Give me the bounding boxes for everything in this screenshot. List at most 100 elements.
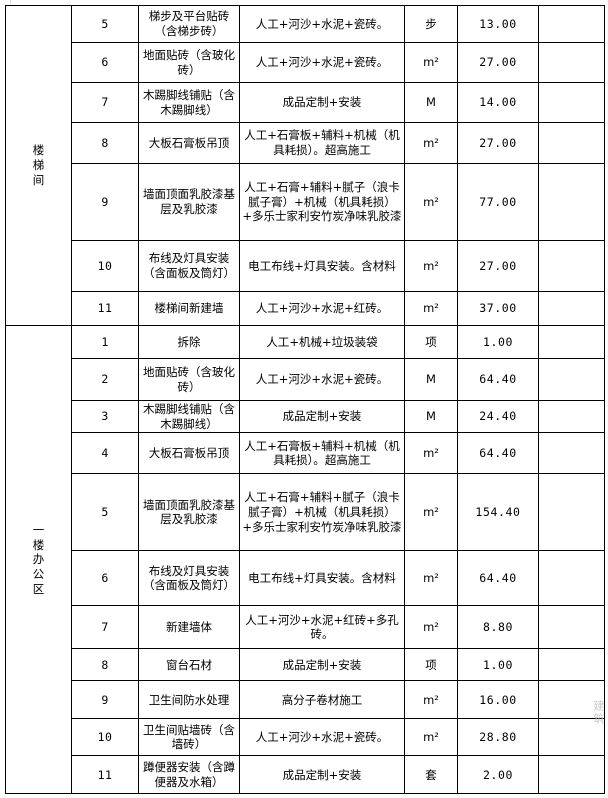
table-row: 8 窗台石材 成品定制+安装项 1.00	[6, 648, 605, 682]
item-name-cell: 木踢脚线铺贴（含木踢脚线）	[138, 82, 240, 123]
empty-cell	[538, 5, 605, 43]
unit-cell: m²	[404, 605, 458, 650]
item-description-cell: 成品定制+安装	[239, 755, 405, 795]
quotation-table: 楼梯间 5 梯步及平台贴砖（含梯步砖） 人工+河沙+水泥+瓷砖。步 13.00 6 地面贴砖…	[5, 5, 605, 795]
item-description-cell: 人工+河沙+水泥+红砖。	[239, 291, 405, 326]
item-description-cell: 人工+石膏板+辅料+机械（机具耗损）。超高施工	[239, 122, 405, 164]
table-row: 7 木踢脚线铺贴（含木踢脚线） 成品定制+安装 M 14.00	[6, 82, 605, 123]
quantity-cell: 8.80	[457, 605, 539, 650]
row-number-cell: 5	[71, 473, 139, 552]
empty-cell	[538, 240, 605, 292]
item-description-cell: 人工+石膏+辅料+腻子（浪卡腻子膏）+机械（机具耗损）+多乐士家利安竹炭净味乳胶…	[239, 473, 405, 552]
table-row: 7 新建墙体 人工+河沙+水泥+红砖+多孔砖。 m² 8.80	[6, 605, 605, 650]
quantity-cell: 27.00	[457, 240, 539, 292]
row-number-cell: 8	[71, 122, 139, 164]
area-cell: 一楼办公区	[5, 324, 72, 795]
quantity-cell: 64.40	[457, 432, 539, 475]
empty-cell	[538, 291, 605, 326]
area-label: 一楼办公区	[32, 522, 45, 596]
empty-cell	[538, 550, 605, 607]
quantity-cell: 1.00	[457, 648, 539, 682]
quantity-cell: 2.00	[457, 755, 539, 795]
table-row: 3 木踢脚线铺贴（含木踢脚线） 成品定制+安装 M 24.40	[6, 399, 605, 434]
table-row: 楼梯间 5 梯步及平台贴砖（含梯步砖） 人工+河沙+水泥+瓷砖。步 13.00	[5, 5, 605, 326]
item-description-cell: 高分子卷材施工	[239, 680, 405, 720]
item-description-cell: 人工+河沙+水泥+瓷砖。	[239, 718, 405, 757]
row-number-cell: 8	[71, 648, 139, 682]
row-number-cell: 11	[71, 755, 139, 795]
item-name-cell: 地面贴砖（含玻化砖）	[138, 358, 240, 401]
item-name-cell: 木踢脚线铺贴（含木踢脚线）	[138, 399, 240, 434]
quantity-cell: 1.00	[457, 325, 539, 359]
item-name-cell: 卫生间防水处理	[138, 680, 240, 720]
item-name-cell: 新建墙体	[138, 605, 240, 650]
quantity-cell: 37.00	[457, 291, 539, 326]
unit-cell: M	[404, 358, 458, 401]
unit-cell: M	[404, 82, 458, 123]
row-number-cell: 6	[71, 550, 139, 607]
quantity-cell: 77.00	[457, 163, 539, 241]
row-number-cell: 5	[71, 5, 139, 43]
table-row: 10 布线及灯具安装（含面板及筒灯） 电工布线+灯具安装。含材料 m² 27.00	[6, 240, 605, 292]
item-description-cell: 成品定制+安装	[239, 648, 405, 682]
table-row: 9 墙面顶面乳胶漆基层及乳胶漆 人工+石膏+辅料+腻子（浪卡腻子膏）+机械（机具耗损…	[6, 163, 605, 241]
table-row: 4 大板石膏板吊顶 人工+石膏板+辅料+机械（机具耗损）。超高施工 m² 64.40	[6, 432, 605, 475]
row-number-cell: 10	[71, 718, 139, 757]
item-description-cell: 人工+机械+垃圾装袋	[239, 325, 405, 359]
empty-cell	[538, 122, 605, 164]
item-description-cell: 人工+石膏板+辅料+机械（机具耗损）。超高施工	[239, 432, 405, 475]
unit-cell: M	[404, 399, 458, 434]
empty-cell	[538, 325, 605, 359]
item-name-cell: 窗台石材	[138, 648, 240, 682]
empty-cell	[538, 755, 605, 795]
row-number-cell: 11	[71, 291, 139, 326]
unit-cell: m²	[404, 432, 458, 475]
row-number-cell: 6	[71, 42, 139, 83]
row-number-cell: 9	[71, 163, 139, 241]
empty-cell	[538, 648, 605, 682]
page-corner-mark	[10, 0, 37, 6]
item-description-cell: 成品定制+安装	[239, 399, 405, 434]
empty-cell	[538, 718, 605, 757]
item-name-cell: 墙面顶面乳胶漆基层及乳胶漆	[138, 473, 240, 552]
quantity-cell: 27.00	[457, 122, 539, 164]
table-row: 一楼办公区 1 拆除 人工+机械+垃圾装袋项 1.00	[5, 324, 605, 795]
quantity-cell: 27.00	[457, 42, 539, 83]
row-number-cell: 1	[71, 325, 139, 359]
row-number-cell: 7	[71, 605, 139, 650]
quantity-cell: 154.40	[457, 473, 539, 552]
empty-cell	[538, 680, 605, 720]
unit-cell: m²	[404, 550, 458, 607]
table-row: 6 地面贴砖（含玻化砖） 人工+河沙+水泥+瓷砖。 m² 27.00	[6, 42, 605, 83]
item-name-cell: 布线及灯具安装（含面板及筒灯）	[138, 240, 240, 292]
empty-cell	[538, 432, 605, 475]
row-number-cell: 3	[71, 399, 139, 434]
unit-cell: m²	[404, 122, 458, 164]
empty-cell	[538, 473, 605, 552]
unit-cell: 步	[404, 5, 458, 43]
item-description-cell: 人工+河沙+水泥+瓷砖。	[239, 358, 405, 401]
item-description-cell: 电工布线+灯具安装。含材料	[239, 550, 405, 607]
item-name-cell: 大板石膏板吊顶	[138, 432, 240, 475]
item-description-cell: 电工布线+灯具安装。含材料	[239, 240, 405, 292]
quantity-cell: 64.40	[457, 358, 539, 401]
table-row: 9 卫生间防水处理 高分子卷材施工 m² 16.00	[6, 680, 605, 720]
quantity-cell: 13.00	[457, 5, 539, 43]
unit-cell: m²	[404, 291, 458, 326]
unit-cell: m²	[404, 163, 458, 241]
quantity-cell: 64.40	[457, 550, 539, 607]
table-row: 5 墙面顶面乳胶漆基层及乳胶漆 人工+石膏+辅料+腻子（浪卡腻子膏）+机械（机具耗损…	[6, 473, 605, 552]
unit-cell: m²	[404, 680, 458, 720]
item-name-cell: 墙面顶面乳胶漆基层及乳胶漆	[138, 163, 240, 241]
empty-cell	[538, 605, 605, 650]
unit-cell: 项	[404, 648, 458, 682]
item-name-cell: 楼梯间新建墙	[138, 291, 240, 326]
table-body: 楼梯间 5 梯步及平台贴砖（含梯步砖） 人工+河沙+水泥+瓷砖。步 13.00 6 地面贴砖…	[5, 5, 605, 795]
item-description-cell: 人工+河沙+水泥+瓷砖。	[239, 42, 405, 83]
empty-cell	[538, 163, 605, 241]
unit-cell: m²	[404, 718, 458, 757]
row-number-cell: 7	[71, 82, 139, 123]
unit-cell: m²	[404, 473, 458, 552]
table-row: 2 地面贴砖（含玻化砖） 人工+河沙+水泥+瓷砖。 M 64.40	[6, 358, 605, 401]
